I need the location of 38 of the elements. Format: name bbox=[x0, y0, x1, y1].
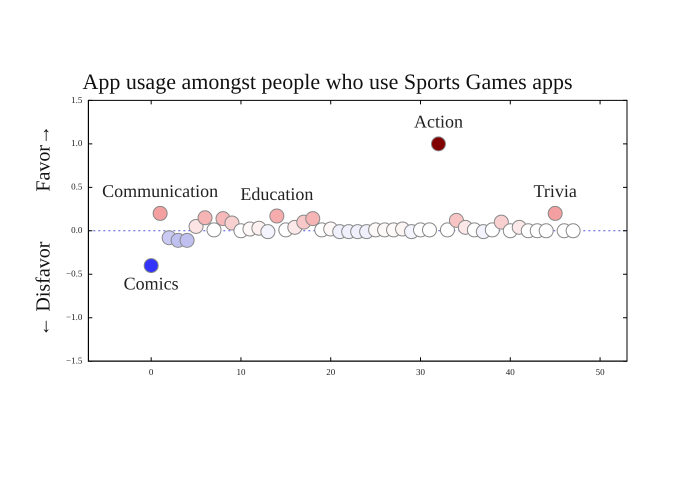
y-tick-label: 1.5 bbox=[71, 94, 83, 105]
point bbox=[430, 136, 446, 152]
annotation: Action bbox=[414, 112, 463, 132]
point bbox=[566, 223, 581, 238]
y-tick-label: 0.5 bbox=[71, 182, 83, 192]
point bbox=[224, 215, 240, 230]
x-tick-label: 40 bbox=[506, 366, 516, 377]
point bbox=[206, 222, 222, 238]
point bbox=[180, 232, 195, 248]
x-tick-label: 10 bbox=[236, 366, 246, 377]
y-tick-label: 1.0 bbox=[71, 138, 83, 148]
y-axis-title: ← Disfavor Favor→ bbox=[32, 124, 54, 337]
chart-title: App usage amongst people who use Sports Games apps bbox=[82, 68, 573, 94]
x-tick-label: 50 bbox=[596, 366, 606, 377]
annotation: Trivia bbox=[533, 181, 577, 202]
x-tick-label: 0 bbox=[148, 366, 154, 377]
point bbox=[144, 258, 159, 274]
point bbox=[422, 222, 437, 238]
annotation: Education bbox=[240, 184, 314, 204]
point bbox=[494, 214, 509, 230]
point bbox=[305, 211, 320, 226]
point bbox=[484, 222, 500, 238]
point bbox=[188, 218, 204, 234]
point bbox=[440, 222, 455, 238]
y-tick-label: −1.5 bbox=[66, 356, 83, 366]
x-tick-label: 30 bbox=[416, 366, 426, 377]
annotation: Comics bbox=[124, 273, 179, 294]
point bbox=[269, 208, 284, 224]
x-tick-label: 20 bbox=[326, 366, 336, 377]
point bbox=[538, 223, 554, 238]
y-tick-label: −1.0 bbox=[66, 312, 83, 322]
point bbox=[198, 210, 213, 226]
annotation: Communication bbox=[102, 181, 218, 202]
point bbox=[548, 206, 563, 221]
point bbox=[260, 224, 276, 240]
y-tick-label: −0.5 bbox=[66, 268, 83, 279]
y-tick-label: 0.0 bbox=[71, 225, 83, 236]
point bbox=[152, 206, 168, 221]
